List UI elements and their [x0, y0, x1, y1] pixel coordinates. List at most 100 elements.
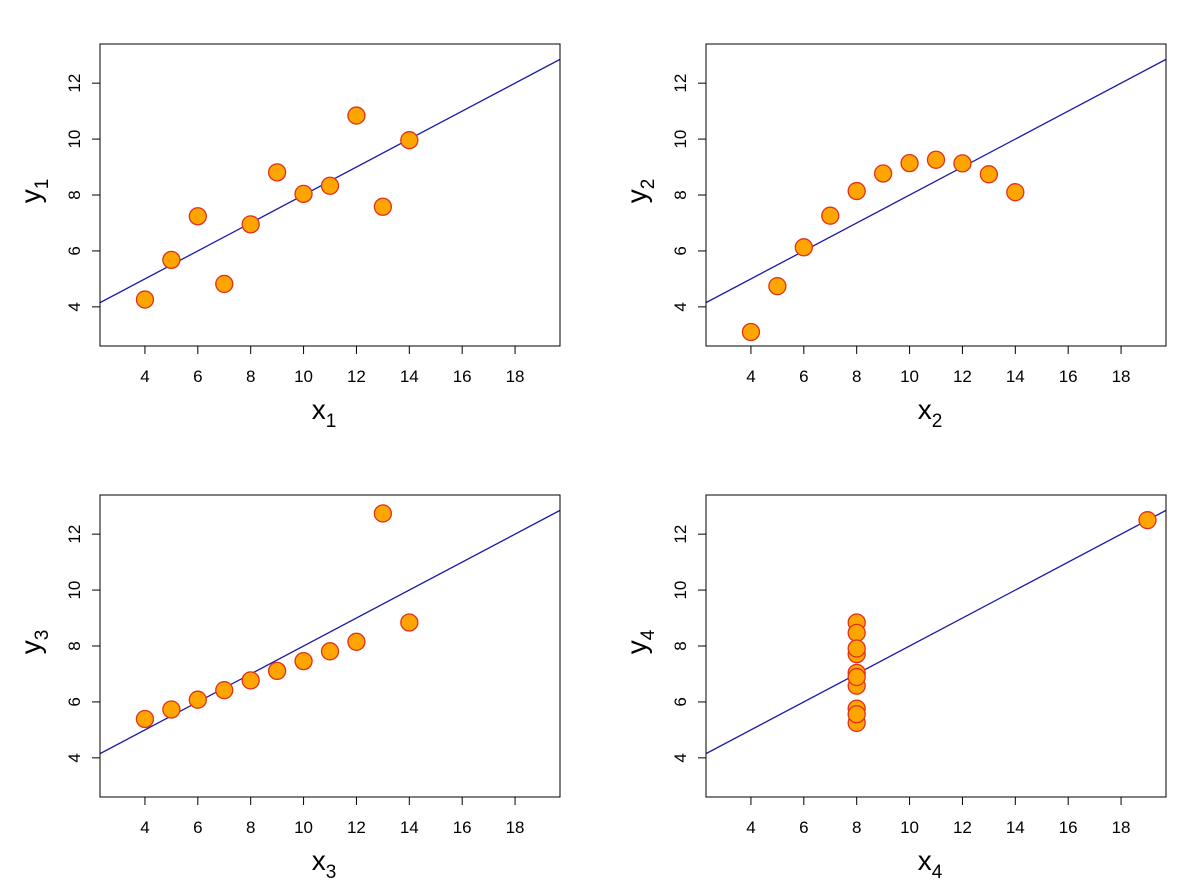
data-point: [847, 705, 866, 724]
y-tick-label: 10: [65, 581, 84, 600]
y-tick-label: 6: [671, 246, 690, 255]
x-tick-label: 12: [953, 367, 972, 386]
data-point: [979, 165, 999, 184]
x-tick-label: 10: [294, 818, 313, 837]
data-point: [873, 164, 893, 183]
plot-frame: [705, 494, 1167, 798]
x-axis-title: x3: [312, 845, 337, 883]
x-tick-label: 10: [900, 818, 919, 837]
x-tick-label: 8: [246, 367, 255, 386]
scatter-panel-1: 4 6 8 10 12 14 16 18 4 6 8 10 12 x1 y1: [15, 43, 561, 432]
scatter-panel-2: 4 6 8 10 12 14 16 18 4 6 8 10 12 x2 y2: [621, 43, 1167, 432]
x-tick-label: 4: [746, 367, 755, 386]
y-tick-label: 8: [671, 641, 690, 650]
data-point: [215, 274, 234, 294]
y-tick-label: 12: [671, 525, 690, 544]
x-tick-label: 18: [506, 367, 525, 386]
y-axis-title: y2: [621, 179, 659, 204]
data-point: [162, 250, 181, 270]
x-tick-label: 12: [347, 818, 366, 837]
data-point: [188, 207, 207, 226]
y-tick-label: 10: [671, 130, 690, 149]
data-point: [741, 322, 761, 342]
regression-line: [706, 509, 1166, 755]
data-point: [135, 290, 155, 309]
y-tick-label: 4: [671, 753, 690, 762]
x-tick-label: 6: [193, 367, 202, 386]
x-tick-label: 6: [799, 818, 808, 837]
y-tick-label: 12: [65, 74, 84, 93]
x-tick-label: 18: [1112, 367, 1131, 386]
y-axis-title: y1: [15, 179, 53, 204]
data-point: [241, 215, 260, 234]
data-point: [847, 623, 866, 643]
data-point: [241, 671, 260, 690]
x-tick-label: 14: [1006, 818, 1025, 837]
x-tick-label: 18: [506, 818, 525, 837]
data-point: [188, 690, 207, 709]
y-tick-label: 6: [65, 246, 84, 255]
data-point: [347, 106, 366, 125]
x-tick-label: 4: [140, 367, 149, 386]
data-point: [768, 277, 787, 296]
data-point: [847, 181, 866, 201]
x-tick-label: 14: [400, 367, 419, 386]
scatter-panel-4: 4 6 8 10 12 14 16 18 4 6 8 10 12 x4 y4: [621, 494, 1167, 883]
data-point: [1006, 183, 1025, 202]
x-tick-label: 16: [453, 367, 472, 386]
x-tick-label: 14: [400, 818, 419, 837]
data-point: [135, 709, 155, 729]
x-tick-label: 6: [799, 367, 808, 386]
y-tick-label: 8: [65, 641, 84, 650]
data-point: [347, 632, 366, 651]
data-point: [821, 206, 840, 225]
data-point: [162, 700, 181, 719]
x-axis-title: x2: [918, 394, 943, 432]
data-point: [373, 197, 393, 216]
x-tick-label: 8: [852, 367, 861, 386]
data-point: [900, 153, 919, 173]
y-axis-title: y4: [621, 629, 659, 654]
data-point: [953, 154, 972, 173]
x-tick-label: 8: [246, 818, 255, 837]
data-point: [400, 131, 419, 150]
regression-line: [706, 58, 1166, 304]
x-tick-label: 10: [294, 367, 313, 386]
y-axis-title: y3: [15, 630, 53, 655]
x-tick-label: 8: [852, 818, 861, 837]
x-tick-label: 16: [1059, 367, 1078, 386]
plot-frame: [705, 43, 1167, 347]
y-tick-label: 4: [65, 302, 84, 311]
data-point: [1138, 511, 1157, 530]
x-tick-label: 12: [347, 367, 366, 386]
y-tick-label: 8: [65, 190, 84, 199]
y-tick-label: 4: [671, 302, 690, 311]
data-point: [847, 667, 866, 687]
data-point: [847, 639, 866, 658]
scatter-panel-3: 4 6 8 10 12 14 16 18 4 6 8 10 12 x3 y3: [15, 494, 561, 883]
x-tick-label: 12: [953, 818, 972, 837]
data-point: [267, 163, 287, 182]
y-tick-label: 6: [671, 697, 690, 706]
x-axis-title: x1: [312, 394, 337, 432]
y-tick-label: 8: [671, 190, 690, 199]
x-axis-title: x4: [918, 845, 943, 883]
data-point: [294, 651, 313, 671]
x-tick-label: 6: [193, 818, 202, 837]
data-point: [320, 642, 340, 661]
x-tick-label: 4: [140, 818, 149, 837]
x-tick-label: 16: [1059, 818, 1078, 837]
data-point: [794, 238, 813, 257]
y-tick-label: 6: [65, 697, 84, 706]
x-tick-label: 4: [746, 818, 755, 837]
plot-frame: [99, 43, 561, 347]
y-tick-label: 10: [671, 581, 690, 600]
data-point: [294, 184, 313, 204]
data-point: [320, 176, 340, 195]
y-tick-label: 4: [65, 753, 84, 762]
data-point: [373, 504, 393, 523]
x-tick-label: 10: [900, 367, 919, 386]
x-tick-label: 16: [453, 818, 472, 837]
y-tick-label: 10: [65, 130, 84, 149]
